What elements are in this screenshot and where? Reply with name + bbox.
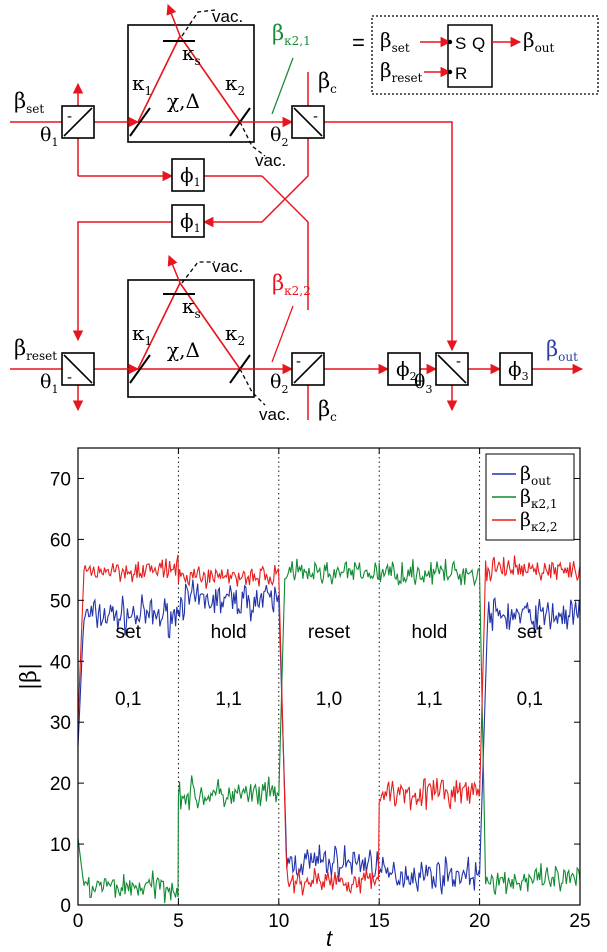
beam-splitter-set: -	[62, 106, 94, 138]
vac-line-top-1	[182, 10, 215, 36]
x-tick-label: 0	[73, 911, 84, 932]
x-tick-label: 15	[369, 911, 390, 932]
chi-delta-top: χ,Δ	[167, 89, 200, 113]
y-tick-label: 20	[50, 774, 71, 795]
beta-k22-pointer	[272, 306, 293, 362]
phase-values-label: 1,1	[215, 689, 241, 710]
phase-name-label: hold	[411, 622, 447, 643]
x-tick-label: 10	[268, 911, 289, 932]
kappa-1-top: κ1	[132, 71, 152, 98]
svg-text:-: -	[313, 108, 318, 125]
vac-label-bottom-2: vac.	[259, 405, 290, 424]
phase-name-label: set	[116, 622, 142, 643]
phase-shifter-phi1-b: ϕ1	[172, 205, 204, 237]
beam-splitter-reset: -	[62, 353, 94, 386]
kappa-s-top: κs	[182, 41, 201, 68]
y-tick-label: 40	[50, 652, 71, 673]
beta-c-bottom: βc	[318, 397, 337, 424]
beta-k22-label: βκ2,2	[272, 271, 311, 298]
chi-delta-bottom: χ,Δ	[167, 338, 200, 362]
x-axis-label: t	[326, 926, 333, 951]
beam-splitter-c-top: -	[292, 106, 324, 138]
top-cavity: vac. vac. κs κ1 κ2 χ,Δ	[128, 5, 286, 170]
ff-Q: Q	[472, 34, 485, 53]
beam-splitters: - - - - -	[62, 106, 468, 386]
theta-2-top: θ2	[270, 124, 288, 149]
x-tick-label: 20	[469, 911, 490, 932]
svg-text:-: -	[456, 353, 461, 370]
ff-reset-dot	[448, 70, 452, 74]
phase-values-label: 0,1	[115, 689, 141, 710]
phase-shifter-phi3: ϕ3	[500, 353, 532, 385]
svg-text:-: -	[296, 353, 301, 370]
beam-phi1b-to-bottom	[78, 222, 172, 340]
theta-1-top: θ1	[40, 124, 58, 149]
kappa-s-bottom: κs	[182, 294, 201, 321]
beam-splitter-output: -	[436, 353, 468, 385]
y-tick-label: 70	[50, 469, 71, 490]
x-tick-label: 25	[569, 911, 590, 932]
kappa-1-bottom: κ1	[132, 321, 152, 348]
svg-text:-: -	[67, 108, 72, 125]
phase-name-label: reset	[308, 622, 351, 643]
bottom-cavity-out-beam	[169, 256, 180, 283]
beta-reset-label: βreset	[14, 336, 57, 363]
chart: 0 5 10 15 20 25 0 10 20 30 40 50 60 70 t |β| set 0,1 hold 1…	[17, 448, 591, 951]
y-tick-label: 0	[60, 896, 71, 917]
ff-S: S	[455, 34, 466, 53]
beta-set-label: βset	[14, 89, 44, 116]
ff-R: R	[455, 64, 467, 83]
y-tick-label: 30	[50, 713, 71, 734]
beam-bs2-down-cross	[204, 137, 308, 222]
y-tick-label: 10	[50, 835, 71, 856]
equals-sign: =	[352, 30, 365, 55]
ff-beta-reset: βreset	[380, 58, 423, 85]
theta-2-bottom: θ2	[270, 371, 288, 396]
vac-label-top-1: vac.	[212, 7, 243, 26]
beta-k21-pointer	[272, 58, 293, 114]
vac-label-top-2: vac.	[255, 151, 286, 170]
phase-values-label: 1,0	[316, 689, 342, 710]
kappa-2-bottom: κ2	[225, 321, 245, 348]
x-tick-label: 5	[173, 911, 184, 932]
beta-k21-label: βκ2,1	[272, 21, 311, 48]
beam-bs2-right-to-bs4	[324, 122, 452, 350]
phase-values-label: 1,1	[416, 689, 442, 710]
bottom-cavity: vac. vac. κs κ1 κ2 χ,Δ	[128, 256, 290, 424]
svg-text:-: -	[67, 369, 72, 386]
phase-name-label: hold	[211, 622, 247, 643]
top-cavity-out-beam	[168, 5, 180, 36]
vac-line-bottom-2	[240, 369, 265, 405]
ff-beta-out: βout	[523, 28, 555, 55]
y-axis-label: |β|	[17, 663, 42, 691]
ff-set-dot	[448, 40, 452, 44]
flip-flop-equivalent: = βset βreset S Q R βout	[352, 16, 598, 94]
kappa-2-top: κ2	[225, 71, 245, 98]
phase-shifter-phi1-a: ϕ1	[172, 159, 204, 191]
theta-3-label: θ3	[414, 371, 432, 396]
y-tick-label: 60	[50, 530, 71, 551]
beta-out-label: βout	[546, 337, 578, 364]
optical-circuit-diagram: vac. vac. κs κ1 κ2 χ,Δ vac. vac. κs κ1 κ…	[10, 5, 598, 424]
beam-splitter-c-bottom: -	[292, 353, 324, 385]
beta-c-top: βc	[318, 69, 337, 96]
phase-values-label: 0,1	[517, 689, 543, 710]
phase-name-label: set	[517, 622, 543, 643]
y-tick-label: 50	[50, 591, 71, 612]
vac-label-bottom-1: vac.	[212, 257, 243, 276]
theta-1-bottom: θ1	[40, 371, 58, 396]
ff-beta-set: βset	[380, 28, 410, 55]
